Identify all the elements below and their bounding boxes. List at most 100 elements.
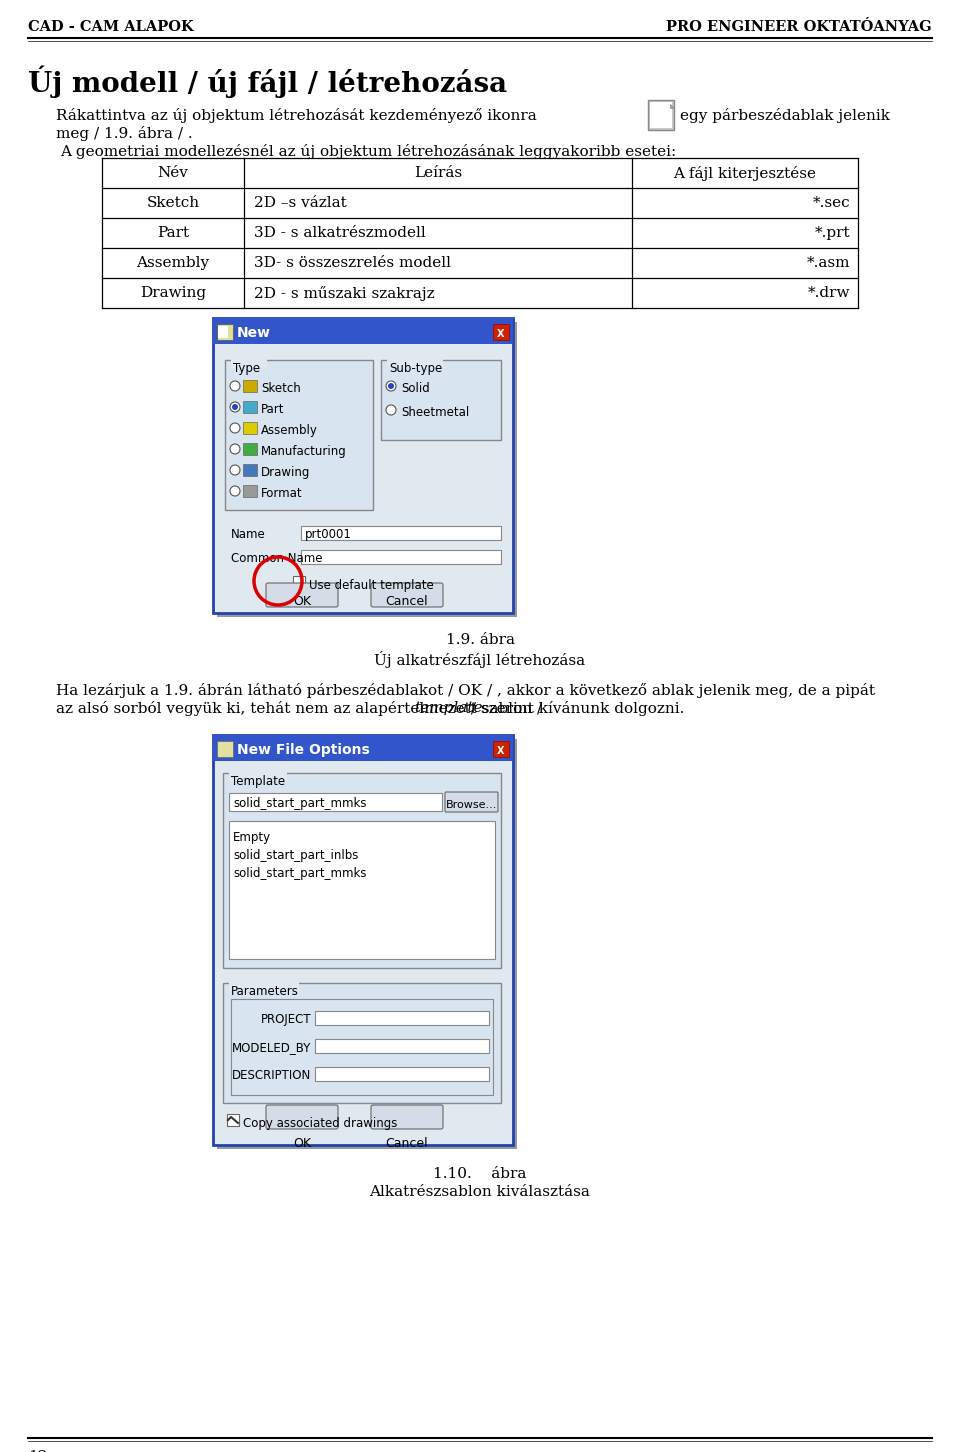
Circle shape	[230, 444, 240, 454]
Text: Rákattintva az új objektum létrehozását kezdeményező ikonra: Rákattintva az új objektum létrehozását …	[56, 107, 537, 123]
Text: OK: OK	[293, 1137, 311, 1150]
Bar	[293, 576, 305, 588]
Text: 3D - s alkatrészmodell: 3D - s alkatrészmodell	[254, 227, 425, 240]
Text: Template: Template	[231, 775, 285, 788]
Bar	[229, 771, 287, 781]
Bar	[301, 550, 501, 563]
Text: solid_start_part_inlbs: solid_start_part_inlbs	[233, 849, 358, 862]
Text: Drawing: Drawing	[140, 286, 206, 301]
FancyBboxPatch shape	[371, 1105, 443, 1130]
Bar	[229, 793, 442, 812]
Circle shape	[230, 423, 240, 433]
Text: Empty: Empty	[233, 831, 271, 844]
Text: Use default template: Use default template	[309, 579, 434, 592]
Text: 12: 12	[28, 1451, 47, 1452]
Text: 1.10.    ábra: 1.10. ábra	[433, 1167, 527, 1180]
Text: Leírás: Leírás	[414, 166, 462, 180]
FancyBboxPatch shape	[223, 772, 501, 968]
Text: Új modell / új fájl / létrehozása: Új modell / új fájl / létrehozása	[28, 65, 507, 97]
Text: DESCRIPTION: DESCRIPTION	[231, 1069, 311, 1082]
Bar	[217, 741, 233, 756]
Bar	[217, 322, 517, 617]
Text: solid_start_part_mmks: solid_start_part_mmks	[233, 797, 367, 810]
Bar	[213, 735, 513, 761]
Text: Format: Format	[261, 486, 302, 499]
Bar	[243, 443, 257, 454]
Text: OK: OK	[293, 595, 311, 608]
Text: Drawing: Drawing	[261, 466, 310, 479]
Text: Part: Part	[261, 404, 284, 417]
Text: New File Options: New File Options	[237, 743, 370, 756]
Bar	[315, 1040, 489, 1053]
Bar	[213, 735, 513, 1146]
Text: template: template	[415, 701, 483, 714]
Text: Browse...: Browse...	[445, 800, 497, 810]
FancyBboxPatch shape	[225, 360, 373, 510]
Circle shape	[230, 402, 240, 412]
Text: prt0001: prt0001	[305, 529, 352, 542]
Text: Common Name: Common Name	[231, 552, 323, 565]
Text: Parameters: Parameters	[231, 984, 299, 998]
Text: Part: Part	[156, 227, 189, 240]
FancyBboxPatch shape	[648, 100, 674, 131]
Bar	[243, 485, 257, 497]
Circle shape	[230, 486, 240, 497]
Text: Sheetmetal: Sheetmetal	[401, 407, 469, 420]
FancyBboxPatch shape	[371, 584, 443, 607]
Text: Name: Name	[231, 529, 266, 542]
Polygon shape	[670, 105, 674, 107]
Bar	[243, 380, 257, 392]
Text: 3D- s összeszrelés modell: 3D- s összeszrelés modell	[254, 256, 451, 270]
Bar	[243, 465, 257, 476]
Circle shape	[232, 404, 238, 409]
Bar	[213, 318, 513, 613]
Bar	[217, 324, 233, 340]
Bar	[217, 739, 517, 1149]
Text: 2D - s műszaki szakrajz: 2D - s műszaki szakrajz	[254, 286, 435, 301]
Bar	[301, 526, 501, 540]
Bar	[227, 1114, 239, 1125]
Text: Type: Type	[233, 362, 260, 375]
Text: *.sec: *.sec	[812, 196, 850, 211]
Circle shape	[230, 465, 240, 475]
Text: Cancel: Cancel	[386, 1137, 428, 1150]
Bar	[493, 324, 509, 340]
Bar	[315, 1067, 489, 1080]
Text: / szerint kívánunk dolgozni.: / szerint kívánunk dolgozni.	[467, 701, 684, 716]
Text: Alkatrészsablon kiválasztása: Alkatrészsablon kiválasztása	[370, 1185, 590, 1199]
Circle shape	[230, 380, 240, 391]
Text: meg / 1.9. ábra / .: meg / 1.9. ábra / .	[56, 126, 193, 141]
Text: *.asm: *.asm	[806, 256, 850, 270]
Circle shape	[388, 383, 394, 389]
Text: Assembly: Assembly	[261, 424, 318, 437]
FancyBboxPatch shape	[445, 791, 498, 812]
FancyBboxPatch shape	[266, 584, 338, 607]
Text: Assembly: Assembly	[136, 256, 209, 270]
Text: A geometriai modellezésnél az új objektum létrehozásának leggyakoribb esetei:: A geometriai modellezésnél az új objektu…	[60, 144, 676, 160]
Bar	[213, 318, 513, 344]
Circle shape	[386, 405, 396, 415]
Text: X: X	[497, 746, 505, 756]
Text: MODELED_BY: MODELED_BY	[231, 1041, 311, 1054]
Text: X: X	[497, 330, 505, 338]
FancyBboxPatch shape	[650, 102, 672, 128]
Bar	[229, 820, 495, 958]
Text: Új alkatrészfájl létrehozása: Új alkatrészfájl létrehozása	[374, 650, 586, 668]
Text: Név: Név	[157, 166, 188, 180]
Bar	[493, 741, 509, 756]
Text: Cancel: Cancel	[386, 595, 428, 608]
Text: New: New	[237, 327, 271, 340]
Bar	[218, 327, 228, 338]
Bar	[215, 344, 511, 611]
Text: 1.9. ábra: 1.9. ábra	[445, 633, 515, 648]
Text: Copy associated drawings: Copy associated drawings	[243, 1117, 397, 1130]
Text: Sub-type: Sub-type	[389, 362, 443, 375]
Text: CAD - CAM ALAPOK: CAD - CAM ALAPOK	[28, 20, 194, 33]
Text: egy párbeszédablak jelenik: egy párbeszédablak jelenik	[680, 107, 890, 123]
Text: Sketch: Sketch	[147, 196, 200, 211]
Text: PRO ENGINEER OKTATÓANYAG: PRO ENGINEER OKTATÓANYAG	[666, 20, 932, 33]
Text: Ha lezárjuk a 1.9. ábrán látható párbeszédablakot / OK / , akkor a következő abl: Ha lezárjuk a 1.9. ábrán látható párbesz…	[56, 682, 875, 698]
Bar	[215, 761, 511, 1143]
Text: Solid: Solid	[401, 382, 430, 395]
Text: 2D –s vázlat: 2D –s vázlat	[254, 196, 347, 211]
